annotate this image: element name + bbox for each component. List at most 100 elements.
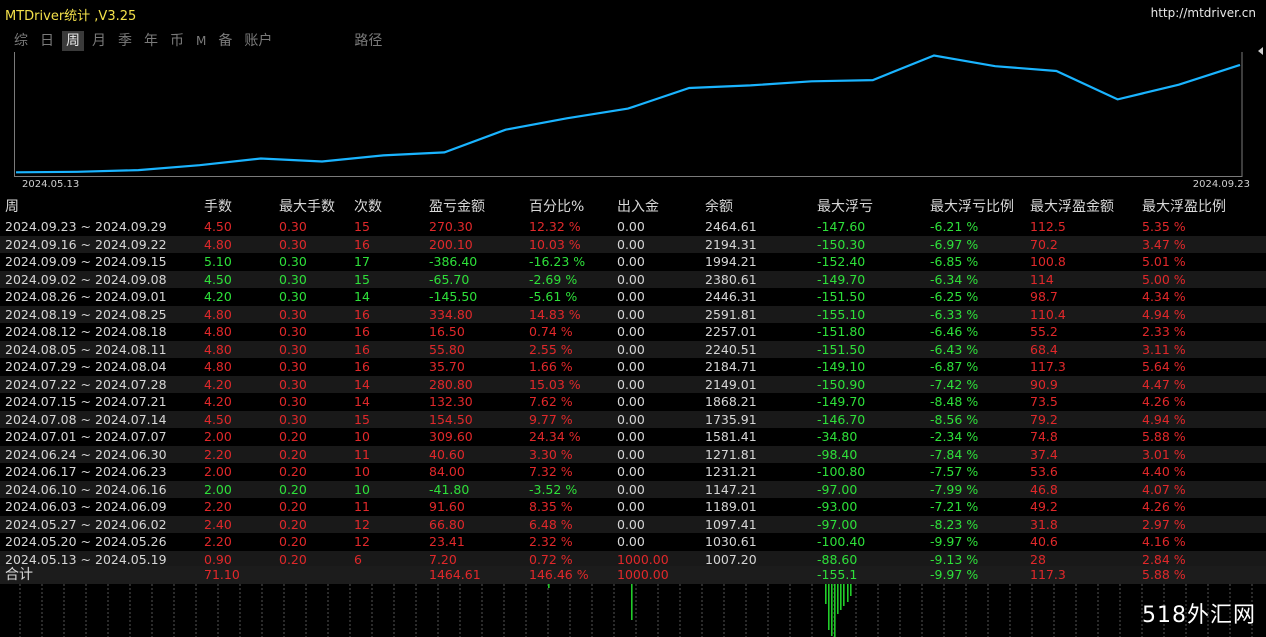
table-cell: 74.8 [1030, 429, 1058, 444]
tab-8[interactable]: 备 [218, 33, 233, 49]
website-link[interactable]: http://mtdriver.cn [1150, 6, 1256, 20]
column-header-3[interactable]: 次数 [354, 199, 382, 215]
tab-2[interactable]: 周 [62, 31, 84, 51]
table-cell: 16 [354, 306, 370, 322]
table-row[interactable]: 2024.08.12 ~ 2024.08.18 4.80 0.30 16 16.50 0.… [0, 323, 1266, 341]
column-header-11[interactable]: 最大浮盈比例 [1142, 199, 1226, 215]
table-cell: 100.8 [1030, 254, 1066, 269]
table-cell: 10 [354, 481, 370, 497]
table-cell: -151.50 [817, 289, 866, 304]
table-row[interactable]: 2024.07.15 ~ 2024.07.21 4.20 0.30 14 132.30 7… [0, 393, 1266, 411]
title-bar: MTDriver统计 ,V3.25 http://mtdriver.cn [0, 0, 1266, 27]
tab-10[interactable]: 路径 [354, 33, 383, 49]
column-header-2[interactable]: 最大手数 [279, 199, 335, 215]
table-row[interactable]: 2024.09.16 ~ 2024.09.22 4.80 0.30 16 200.10 1… [0, 235, 1266, 253]
table-cell: 2024.08.12 ~ 2024.08.18 [5, 324, 167, 339]
table-cell: 0.00 [617, 499, 645, 514]
column-header-6[interactable]: 出入金 [617, 199, 659, 215]
total-cell: 1000.00 [617, 567, 669, 582]
table-row[interactable]: 2024.06.24 ~ 2024.06.30 2.20 0.20 11 40.60 3.… [0, 445, 1266, 463]
table-cell: 40.60 [429, 446, 465, 462]
table-cell: 0.30 [279, 236, 307, 252]
column-header-9[interactable]: 最大浮亏比例 [930, 199, 1014, 215]
tab-6[interactable]: 币 [170, 33, 184, 49]
table-cell: 1581.41 [705, 429, 757, 444]
table-cell: 4.20 [204, 376, 232, 392]
table-cell: 17 [354, 254, 370, 269]
table-cell: 15 [354, 411, 370, 427]
tab-5[interactable]: 年 [144, 33, 158, 49]
table-cell: 2024.09.09 ~ 2024.09.15 [5, 254, 167, 269]
tab-9[interactable]: 账户 [244, 33, 273, 49]
table-row[interactable]: 2024.05.13 ~ 2024.05.19 0.90 0.20 6 7.20 0.72… [0, 550, 1266, 568]
table-row[interactable]: 2024.08.26 ~ 2024.09.01 4.20 0.30 14 -145.50… [0, 288, 1266, 306]
table-cell: -150.30 [817, 236, 866, 252]
table-cell: 4.94 % [1142, 411, 1186, 427]
table-row[interactable]: 2024.06.03 ~ 2024.06.09 2.20 0.20 11 91.60 8.… [0, 498, 1266, 516]
table-cell: -7.99 % [930, 481, 979, 497]
column-header-4[interactable]: 盈亏金额 [429, 199, 485, 215]
table-cell: -6.25 % [930, 289, 979, 304]
column-header-10[interactable]: 最大浮盈金额 [1030, 199, 1114, 215]
table-cell: 0.00 [617, 534, 645, 549]
table-row[interactable]: 2024.07.08 ~ 2024.07.14 4.50 0.30 15 154.50 9… [0, 410, 1266, 428]
table-cell: 23.41 [429, 534, 465, 549]
table-cell: -98.40 [817, 446, 858, 462]
table-cell: 0.74 % [529, 324, 573, 339]
table-row[interactable]: 2024.05.20 ~ 2024.05.26 2.20 0.20 12 23.41 2.… [0, 533, 1266, 551]
table-row[interactable]: 2024.07.01 ~ 2024.07.07 2.00 0.20 10 309.60 2… [0, 428, 1266, 446]
table-row[interactable]: 2024.08.19 ~ 2024.08.25 4.80 0.30 16 334.80 1… [0, 305, 1266, 323]
table-cell: 1231.21 [705, 464, 757, 479]
table-row[interactable]: 2024.08.05 ~ 2024.08.11 4.80 0.30 16 55.80 2.… [0, 340, 1266, 358]
table-cell: 2024.06.10 ~ 2024.06.16 [5, 481, 167, 497]
table-cell: 1007.20 [705, 551, 757, 567]
column-header-7[interactable]: 余额 [705, 199, 733, 215]
table-cell: -6.34 % [930, 271, 979, 287]
tab-0[interactable]: 综 [14, 33, 28, 49]
table-cell: -65.70 [429, 271, 470, 287]
table-cell: 55.2 [1030, 324, 1058, 339]
table-row[interactable]: 2024.05.27 ~ 2024.06.02 2.40 0.20 12 66.80 6.… [0, 515, 1266, 533]
table-cell: 0.00 [617, 359, 645, 374]
column-header-1[interactable]: 手数 [204, 199, 232, 215]
table-row[interactable]: 2024.06.17 ~ 2024.06.23 2.00 0.20 10 84.00 7.… [0, 463, 1266, 481]
table-cell: 6 [354, 551, 362, 567]
column-header-8[interactable]: 最大浮亏 [817, 199, 873, 215]
table-row[interactable]: 2024.09.02 ~ 2024.09.08 4.50 0.30 15 -65.70 -… [0, 270, 1266, 288]
table-row[interactable]: 2024.07.29 ~ 2024.08.04 4.80 0.30 16 35.70 1.… [0, 358, 1266, 376]
table-cell: -6.33 % [930, 306, 979, 322]
table-row[interactable]: 2024.06.10 ~ 2024.06.16 2.00 0.20 10 -41.80 -… [0, 480, 1266, 498]
column-header-5[interactable]: 百分比% [529, 199, 585, 215]
table-cell: 1271.81 [705, 446, 757, 462]
column-header-0[interactable]: 周 [5, 199, 19, 215]
tab-4[interactable]: 季 [118, 33, 132, 49]
table-cell: 91.60 [429, 499, 465, 514]
table-cell: 4.34 % [1142, 289, 1186, 304]
table-cell: -16.23 % [529, 254, 586, 269]
table-cell: 2024.08.19 ~ 2024.08.25 [5, 306, 167, 322]
table-cell: 1994.21 [705, 254, 757, 269]
table-row[interactable]: 2024.09.23 ~ 2024.09.29 4.50 0.30 15 270.30 1… [0, 218, 1266, 236]
table-row[interactable]: 2024.09.09 ~ 2024.09.15 5.10 0.30 17 -386.40… [0, 253, 1266, 271]
histogram-bar [834, 584, 836, 637]
table-cell: -149.10 [817, 359, 866, 374]
tab-1[interactable]: 日 [40, 33, 54, 49]
total-cell: 1464.61 [429, 567, 481, 582]
table-cell: 2.00 [204, 481, 232, 497]
table-cell: 14.83 % [529, 306, 581, 322]
table-cell: 0.90 [204, 551, 232, 567]
table-cell: 66.80 [429, 516, 465, 532]
table-cell: 4.20 [204, 289, 232, 304]
table-cell: 2024.05.27 ~ 2024.06.02 [5, 516, 167, 532]
table-row[interactable]: 2024.07.22 ~ 2024.07.28 4.20 0.30 14 280.80 1… [0, 375, 1266, 393]
table-cell: 2.33 % [1142, 324, 1186, 339]
table-cell: 5.88 % [1142, 429, 1186, 444]
table-cell: -7.42 % [930, 376, 979, 392]
table-cell: 4.80 [204, 236, 232, 252]
table-cell: 2024.06.24 ~ 2024.06.30 [5, 446, 167, 462]
tab-3[interactable]: 月 [92, 33, 106, 49]
table-cell: 10.03 % [529, 236, 581, 252]
scroll-left-arrow-icon[interactable] [1258, 47, 1263, 55]
table-cell: 2.00 [204, 464, 232, 479]
tab-7[interactable]: M [196, 34, 207, 48]
